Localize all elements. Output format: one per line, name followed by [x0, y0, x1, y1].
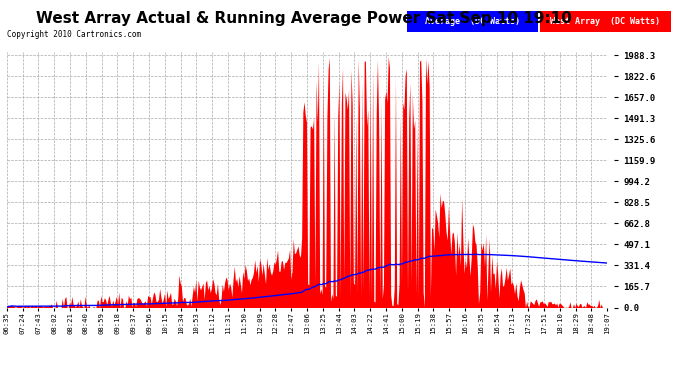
Text: West Array Actual & Running Average Power Sat Sep 10 19:10: West Array Actual & Running Average Powe…: [36, 11, 571, 26]
Text: West Array  (DC Watts): West Array (DC Watts): [550, 17, 660, 26]
Text: Copyright 2010 Cartronics.com: Copyright 2010 Cartronics.com: [7, 30, 141, 39]
Text: Average  (DC Watts): Average (DC Watts): [425, 17, 520, 26]
